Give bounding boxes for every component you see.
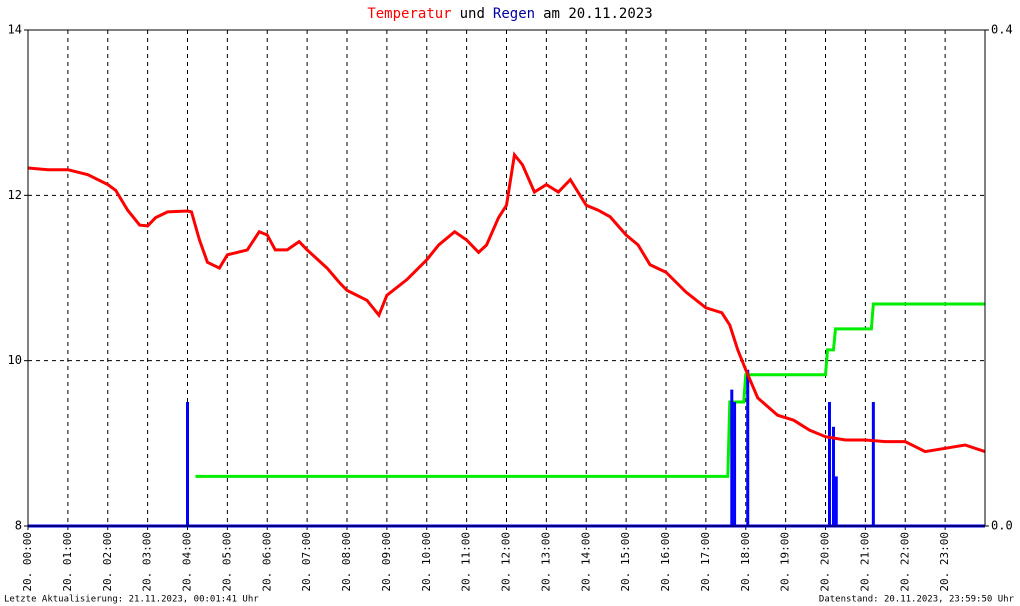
y-tick-label: 14 <box>8 23 22 37</box>
x-tick-label: 20. 06:00 <box>260 532 273 592</box>
bar <box>827 402 831 526</box>
x-tick-label: 20. 12:00 <box>500 532 513 592</box>
y2-tick-label: 0.4 <box>991 23 1013 37</box>
x-tick-label: 20. 01:00 <box>61 532 74 592</box>
series-line <box>195 302 985 478</box>
title-part: Regen <box>493 6 535 22</box>
bar <box>730 389 734 526</box>
y-tick-label: 10 <box>8 353 22 367</box>
x-tick-label: 20. 00:00 <box>21 532 34 592</box>
x-tick-label: 20. 05:00 <box>220 532 233 592</box>
bar <box>186 402 189 526</box>
bar <box>871 402 875 526</box>
chart-title: Temperatur und Regen am 20.11.2023 <box>367 6 652 22</box>
x-tick-label: 20. 03:00 <box>141 532 154 592</box>
x-tick-label: 20. 08:00 <box>340 532 353 592</box>
x-tick-label: 20. 20:00 <box>819 532 832 592</box>
x-tick-label: 20. 13:00 <box>539 532 552 592</box>
x-tick-label: 20. 17:00 <box>699 532 712 592</box>
footer-left: Letzte Aktualisierung: 21.11.2023, 00:01… <box>4 595 259 605</box>
x-tick-label: 20. 09:00 <box>380 532 393 592</box>
x-tick-label: 20. 19:00 <box>779 532 792 592</box>
x-tick-label: 20. 04:00 <box>181 532 194 592</box>
bar <box>834 476 838 526</box>
footer-right: Datenstand: 20.11.2023, 23:59:50 Uhr <box>819 595 1015 605</box>
x-tick-label: 20. 02:00 <box>101 532 114 592</box>
x-tick-label: 20. 21:00 <box>858 532 871 592</box>
title-part: Temperatur <box>367 6 451 22</box>
x-tick-label: 20. 18:00 <box>739 532 752 592</box>
x-tick-label: 20. 10:00 <box>420 532 433 592</box>
title-part: am 20.11.2023 <box>543 6 653 22</box>
bar <box>831 426 835 526</box>
title-part: und <box>460 6 485 22</box>
x-tick-label: 20. 16:00 <box>659 532 672 592</box>
bar <box>746 369 750 526</box>
y2-tick-label: 0.0 <box>991 519 1013 533</box>
y-tick-label: 8 <box>15 519 22 533</box>
x-tick-label: 20. 14:00 <box>579 532 592 592</box>
x-tick-label: 20. 22:00 <box>898 532 911 592</box>
y-tick-label: 12 <box>8 188 22 202</box>
series-line <box>27 151 986 454</box>
x-tick-label: 20. 15:00 <box>619 532 632 592</box>
bar <box>733 402 737 526</box>
x-tick-label: 20. 07:00 <box>300 532 313 592</box>
x-tick-label: 20. 23:00 <box>938 532 951 592</box>
x-tick-label: 20. 11:00 <box>460 532 473 592</box>
plot-frame <box>27 29 986 527</box>
